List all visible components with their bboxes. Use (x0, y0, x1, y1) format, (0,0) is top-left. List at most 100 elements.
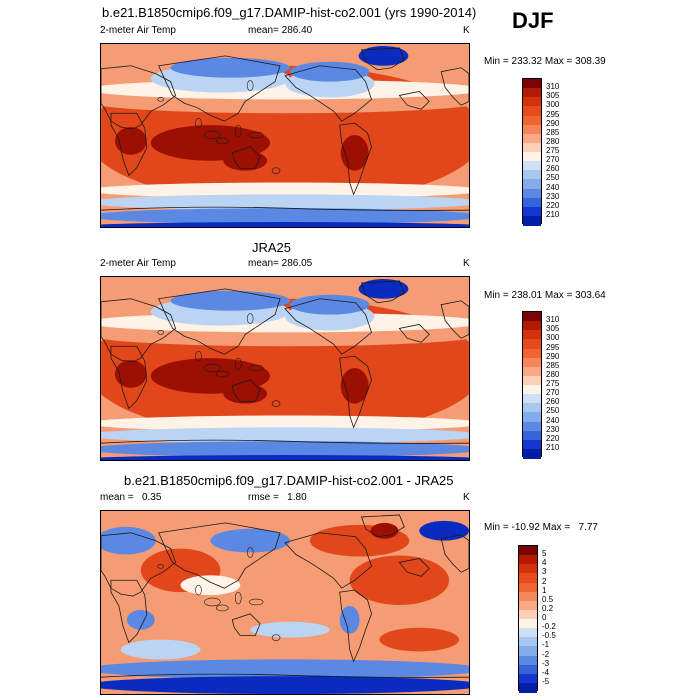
colorbar-tick-label: -4 (542, 667, 550, 677)
colorbar-segment (523, 124, 541, 135)
colorbar-segment (523, 339, 541, 349)
season-label: DJF (512, 8, 554, 33)
coastline (158, 55, 281, 122)
contour-region (126, 609, 155, 630)
map-panel-diff (100, 510, 470, 695)
island-outline (246, 313, 254, 324)
island-outline (195, 117, 202, 129)
contour-region (101, 526, 156, 555)
island-outline (157, 564, 164, 569)
panel-left-label-obs: 2-meter Air Temp (100, 258, 176, 269)
coastline (231, 613, 261, 637)
colorbar-tick-label: 260 (546, 164, 560, 174)
island-outline (271, 400, 281, 407)
panel-mean-label-model: mean= 286.40 (248, 25, 313, 36)
colorbar-tick-label: 275 (546, 146, 560, 155)
island-outline (216, 604, 229, 612)
colorbar-tick-label: -1 (542, 640, 550, 650)
colorbar-tick-label: 285 (546, 127, 560, 137)
map-obs (101, 277, 469, 460)
coastline (284, 65, 372, 122)
colorbar-box (522, 78, 542, 226)
colorbar-tick-label: 305 (546, 324, 560, 334)
island-outline (234, 357, 242, 371)
colorbar-tick-label: 210 (546, 209, 560, 219)
colorbar-segment (523, 115, 541, 126)
contour-region (114, 127, 147, 155)
colorbar-segment (523, 366, 541, 377)
island-outline (246, 547, 254, 558)
colorbar-segment (519, 628, 537, 638)
coastline (231, 146, 261, 170)
colorbar-segment (519, 600, 537, 611)
colorbar-segment (523, 321, 541, 331)
colorbar-segment (519, 591, 537, 602)
colorbar-tick-label: 275 (546, 379, 560, 388)
colorbar-tick-label: 1 (542, 585, 547, 595)
contour-region (349, 555, 450, 605)
colorbar-tick-label: -3 (542, 658, 550, 668)
colorbar-segment (523, 88, 541, 98)
coastline (110, 579, 148, 644)
island-outline (248, 598, 264, 606)
coastline (101, 532, 177, 597)
coastline (339, 355, 372, 429)
colorbar-segment (523, 215, 541, 226)
panel-mean-label-diff: mean = 0.35 (100, 492, 162, 503)
island-outline (195, 584, 202, 596)
contour-region (250, 621, 330, 638)
colorbar-segment (519, 573, 537, 583)
colorbar-tick-label: 280 (546, 369, 560, 379)
coastline (440, 67, 469, 106)
coastline (361, 47, 405, 71)
contour-region (120, 639, 201, 660)
island-outline (271, 167, 281, 174)
colorbar-tick-label: 270 (546, 388, 560, 398)
colorbar-tick-label: 0.5 (542, 594, 554, 604)
island-outline (157, 97, 164, 102)
colorbar-segment (523, 106, 541, 116)
antarctic-coastline (101, 206, 469, 211)
colorbar-segment (523, 206, 541, 217)
contour-region (101, 182, 469, 199)
panel-mean-label-obs: mean= 286.05 (248, 258, 313, 269)
colorbar-segment (519, 564, 537, 574)
island-outline (234, 591, 242, 605)
colorbar-segment (523, 161, 541, 171)
colorbar-tick-label: 260 (546, 397, 560, 407)
colorbar-segment (519, 546, 537, 556)
coastline (398, 91, 430, 110)
contour-region (170, 290, 290, 311)
colorbar-tick-label: -5 (542, 676, 550, 686)
colorbar-segment (523, 357, 541, 368)
island-outline (248, 131, 264, 139)
colorbar-segment (519, 637, 537, 647)
minmax-label-obs: Min = 238.01 Max = 303.64 (484, 290, 606, 301)
colorbar-box (518, 545, 538, 693)
coastline (284, 532, 372, 589)
colorbar-segment (523, 97, 541, 107)
colorbar-segment (523, 375, 541, 386)
colorbar-segment (519, 582, 537, 593)
coastline (158, 522, 281, 589)
colorbar-segment (523, 385, 541, 395)
panel-rmse-label-diff: rmse = 1.80 (248, 492, 307, 503)
colorbar-segment (523, 312, 541, 322)
colorbar-tick-label: 290 (546, 351, 560, 361)
colorbar-tick-label: 230 (546, 191, 560, 201)
colorbar-tick-label: 300 (546, 100, 560, 110)
colorbar-obs: 310 305 300 295 290 285 280 275 270 260 250 240 230 2… (522, 311, 559, 459)
island-outline (204, 130, 221, 140)
contour-region (101, 194, 469, 211)
coastline (398, 324, 430, 343)
colorbar-tick-label: 250 (546, 406, 560, 416)
contour-region (101, 659, 469, 680)
colorbar-diff: 5 4 3 2 1 0.5 0.2 0 -0.2 -0.5 -1 -2 -3 -4 -5 (518, 545, 556, 693)
colorbar-tick-label: 4 (542, 558, 547, 568)
island-outline (246, 80, 254, 91)
colorbar-segment (519, 619, 537, 629)
contour-region (101, 441, 469, 458)
colorbar-segment (523, 330, 541, 340)
colorbar-segment (523, 188, 541, 199)
colorbar-segment (519, 655, 537, 666)
